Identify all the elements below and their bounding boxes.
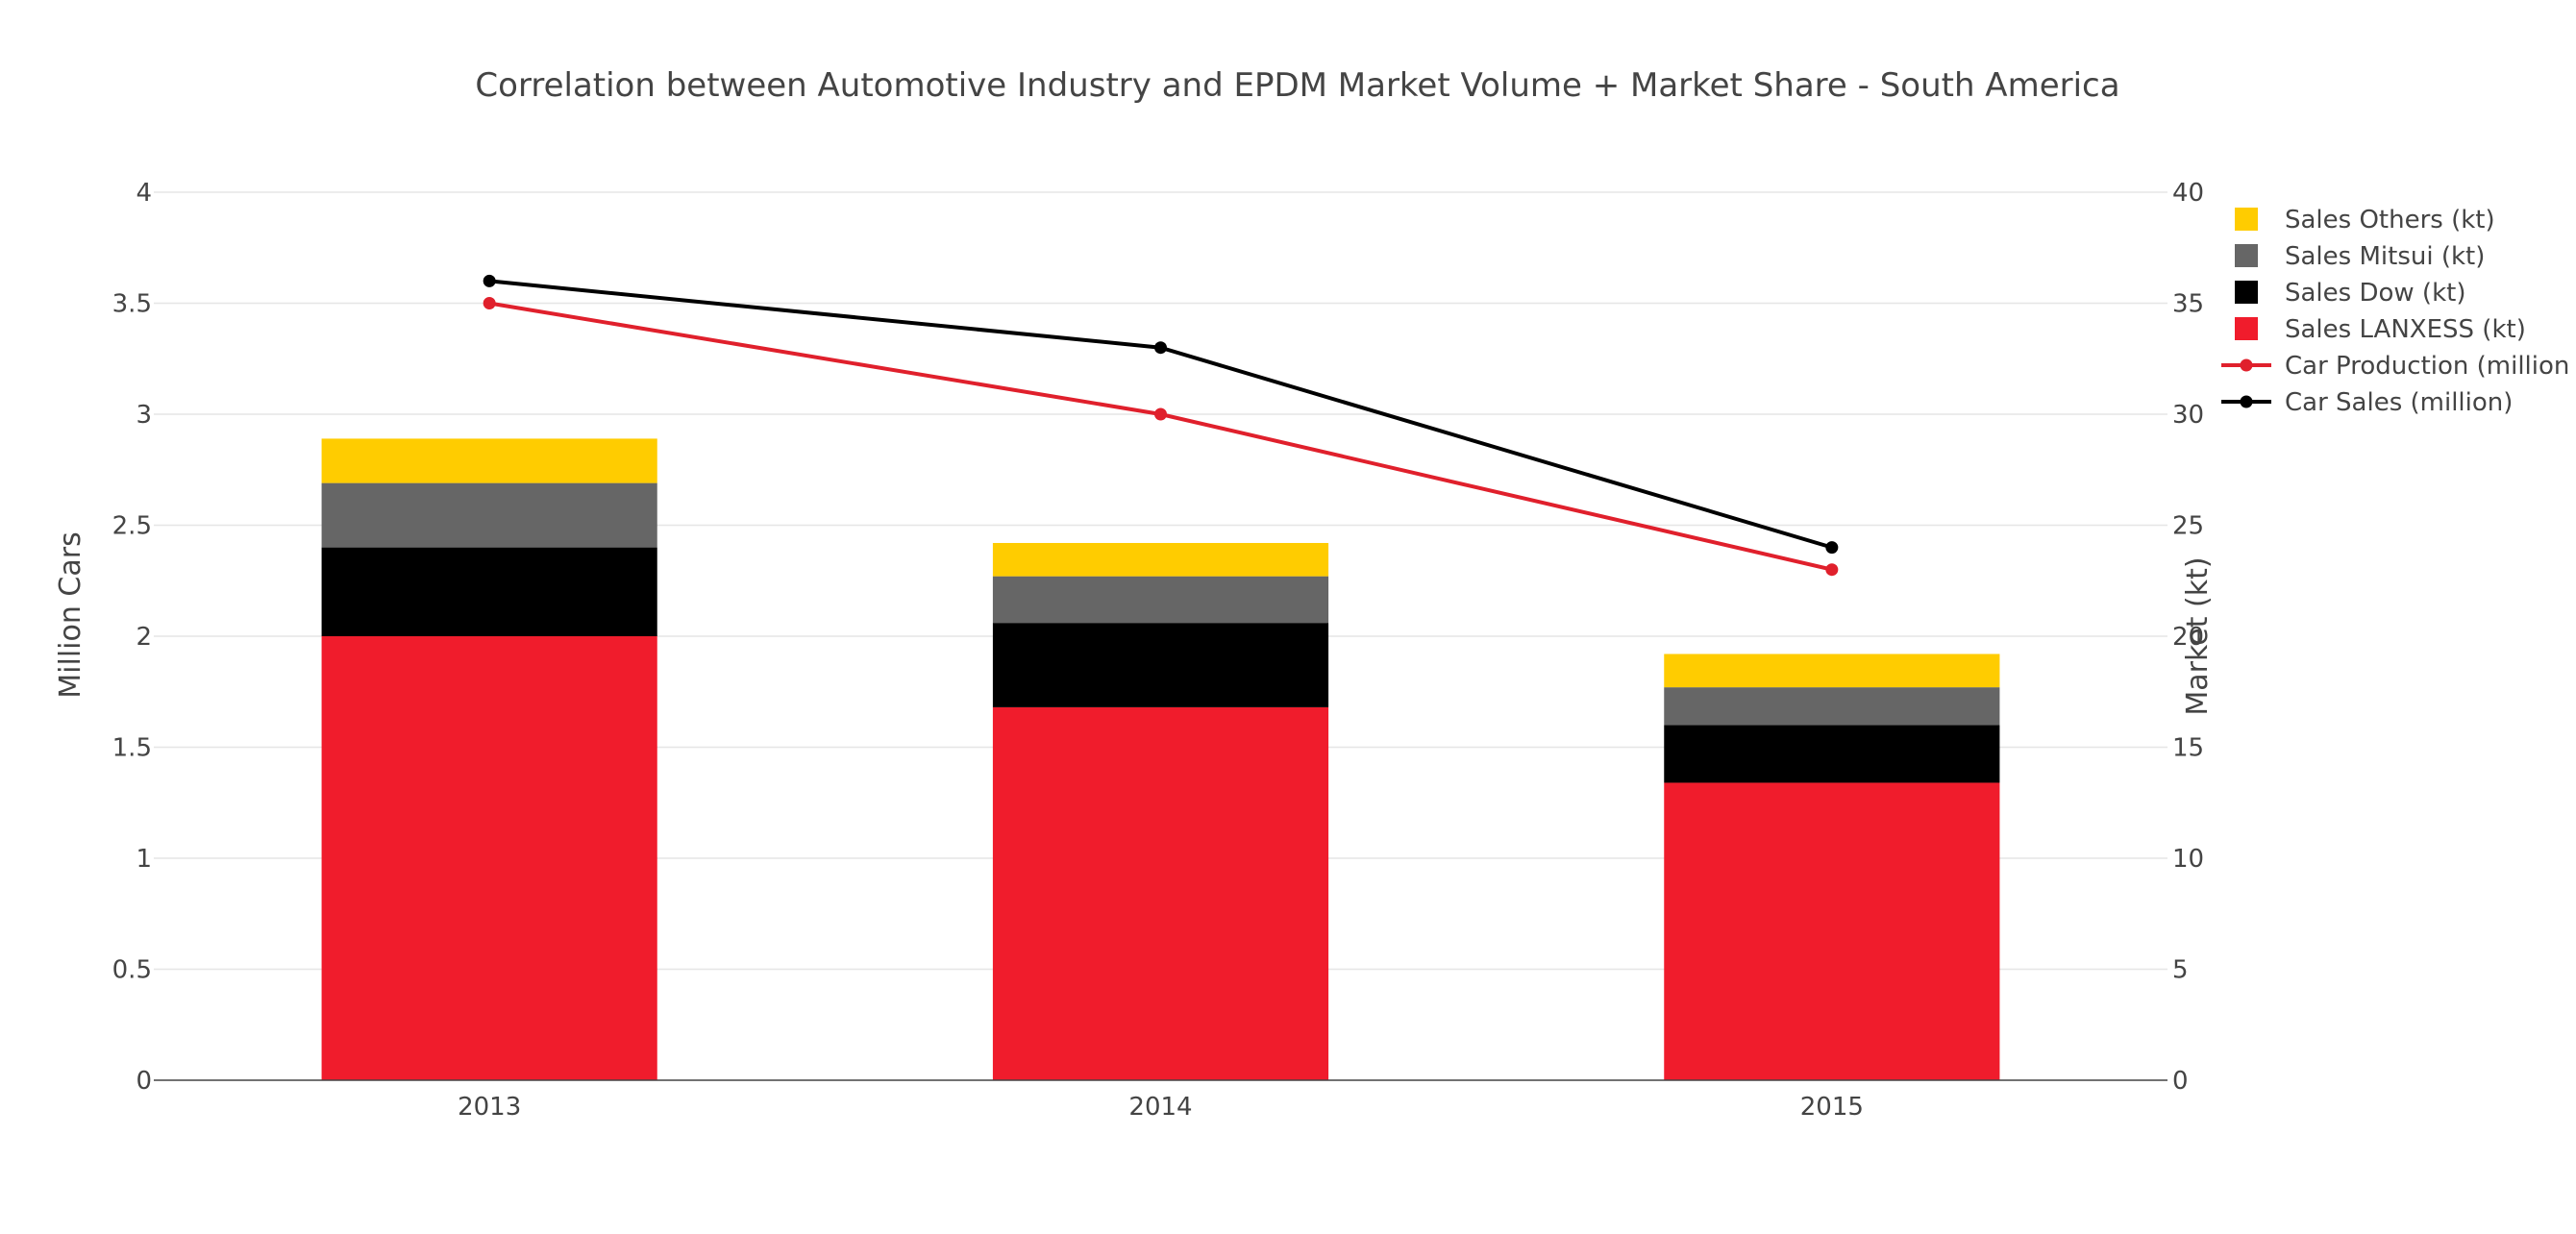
y2-tick-label: 40 <box>2172 179 2204 208</box>
right-y-axis-title: Market (kt) <box>2181 556 2215 715</box>
line-series-group <box>483 274 1839 577</box>
legend-item-sales-lanxess-kt[interactable]: Sales LANXESS (kt) <box>2235 315 2526 344</box>
bar-sales-others-kt-2014 <box>992 542 1329 577</box>
chart-title: Correlation between Automotive Industry … <box>475 66 2119 105</box>
legend-item-car-sales-million[interactable]: Car Sales (million) <box>2221 388 2513 417</box>
legend-item-sales-mitsui-kt[interactable]: Sales Mitsui (kt) <box>2235 242 2485 271</box>
y-tick-label: 0.5 <box>112 956 152 985</box>
legend-swatch <box>2235 208 2258 231</box>
y-tick-label: 4 <box>136 179 152 208</box>
bar-sales-dow-kt-2013 <box>321 547 657 636</box>
y-tick-label: 1 <box>136 845 152 874</box>
y2-tick-label: 35 <box>2172 290 2204 319</box>
y-tick-label: 2.5 <box>112 512 152 541</box>
legend-item-car-production-million[interactable]: Car Production (million <box>2221 352 2569 381</box>
legend-marker <box>2240 395 2253 408</box>
y2-tick-label: 25 <box>2172 512 2204 541</box>
y-tick-label: 3.5 <box>112 290 152 319</box>
bar-sales-mitsui-kt-2013 <box>321 482 657 548</box>
left-y-axis-title: Million Cars <box>54 531 87 698</box>
x-tick-label: 2013 <box>458 1093 521 1122</box>
bar-sales-mitsui-kt-2015 <box>1664 687 2000 726</box>
bar-sales-others-kt-2013 <box>321 438 657 483</box>
legend-label: Car Sales (million) <box>2285 388 2513 417</box>
bar-sales-dow-kt-2015 <box>1664 725 2000 783</box>
legend-swatch <box>2235 317 2258 340</box>
bar-sales-others-kt-2015 <box>1664 654 2000 688</box>
y2-tick-label: 0 <box>2172 1067 2189 1096</box>
legend-item-sales-others-kt[interactable]: Sales Others (kt) <box>2235 206 2495 234</box>
point-car-production-million-2013 <box>483 297 496 309</box>
y-tick-label: 3 <box>136 401 152 430</box>
x-axis-ticks: 2013 2014 2015 <box>458 1093 1864 1122</box>
legend-label: Car Production (million <box>2285 352 2569 381</box>
legend: Sales Others (kt) Sales Mitsui (kt) Sales … <box>2221 206 2569 417</box>
y2-tick-label: 20 <box>2172 623 2204 652</box>
legend-item-sales-dow-kt[interactable]: Sales Dow (kt) <box>2235 279 2465 308</box>
right-y-axis-ticks: 0 5 10 15 20 25 30 35 40 <box>2172 179 2204 1096</box>
legend-label: Sales Mitsui (kt) <box>2285 242 2485 271</box>
bar-sales-dow-kt-2014 <box>992 623 1329 707</box>
y-tick-label: 2 <box>136 623 152 652</box>
y2-tick-label: 30 <box>2172 401 2204 430</box>
y2-tick-label: 15 <box>2172 734 2204 763</box>
left-y-axis-ticks: 0 0.5 1 1.5 2 2.5 3 3.5 4 <box>112 179 152 1096</box>
y-tick-label: 1.5 <box>112 734 152 763</box>
legend-marker <box>2240 358 2253 372</box>
bar-sales-lanxess-kt-2015 <box>1664 782 2000 1080</box>
y2-tick-label: 10 <box>2172 845 2204 874</box>
legend-label: Sales Dow (kt) <box>2285 279 2465 308</box>
point-car-sales-million-2015 <box>1825 541 1839 555</box>
bar-sales-lanxess-kt-2013 <box>321 636 657 1080</box>
legend-label: Sales LANXESS (kt) <box>2285 315 2526 344</box>
x-tick-label: 2014 <box>1128 1093 1192 1122</box>
legend-label: Sales Others (kt) <box>2285 206 2495 234</box>
bar-sales-mitsui-kt-2014 <box>992 576 1329 624</box>
legend-swatch <box>2235 244 2258 267</box>
bar-series-group <box>321 438 2000 1080</box>
point-car-sales-million-2013 <box>483 274 496 287</box>
x-tick-label: 2015 <box>1800 1093 1864 1122</box>
point-car-sales-million-2014 <box>1154 341 1167 355</box>
legend-swatch <box>2235 281 2258 304</box>
point-car-production-million-2014 <box>1154 407 1167 421</box>
y2-tick-label: 5 <box>2172 956 2189 985</box>
bar-sales-lanxess-kt-2014 <box>992 706 1329 1080</box>
point-car-production-million-2015 <box>1825 563 1839 577</box>
y-tick-label: 0 <box>136 1067 152 1096</box>
